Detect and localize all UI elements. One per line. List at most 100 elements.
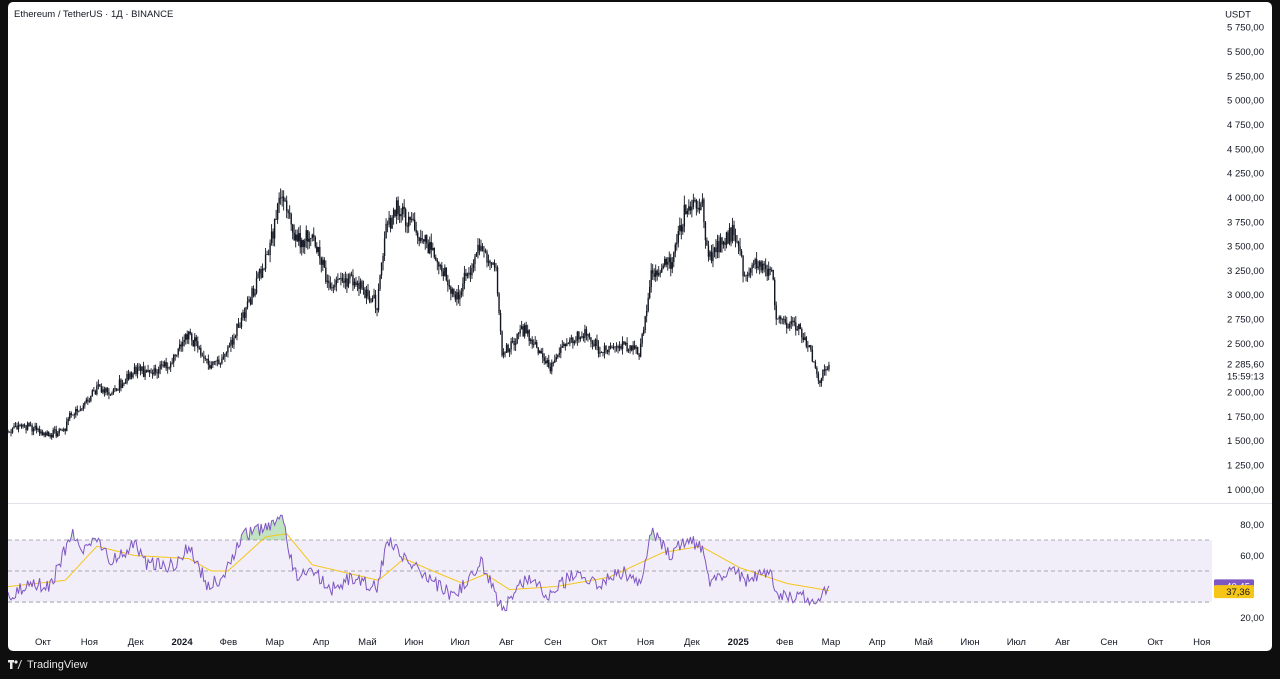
candle[interactable] [118,374,121,393]
candle[interactable] [635,344,637,354]
candle[interactable] [186,330,188,344]
candle[interactable] [448,279,451,290]
candle[interactable] [677,225,680,248]
candle[interactable] [162,361,164,368]
candle[interactable] [570,334,573,343]
candle[interactable] [374,289,377,314]
candle[interactable] [219,362,222,368]
candle[interactable] [258,268,261,281]
candle[interactable] [486,249,488,268]
candle[interactable] [142,361,145,378]
candle[interactable] [805,336,808,349]
candle[interactable] [469,265,472,283]
candle[interactable] [703,197,705,229]
candle[interactable] [66,417,68,432]
candle[interactable] [457,285,460,304]
candle[interactable] [352,269,354,291]
candle[interactable] [593,339,595,348]
candle[interactable] [664,256,666,268]
candle[interactable] [347,273,350,289]
candle[interactable] [516,333,518,345]
candle[interactable] [754,257,756,270]
candle[interactable] [557,354,559,359]
candle[interactable] [504,351,506,358]
candle[interactable] [326,274,329,288]
candle[interactable] [246,296,249,310]
candle[interactable] [597,340,600,358]
candle[interactable] [543,353,545,365]
candle[interactable] [767,261,770,281]
candle[interactable] [160,360,163,370]
candle[interactable] [567,342,570,345]
candle[interactable] [569,337,571,347]
candle[interactable] [578,331,580,344]
candle[interactable] [826,366,829,371]
candle[interactable] [379,274,381,291]
candle[interactable] [55,425,57,439]
candle[interactable] [758,260,761,275]
candle[interactable] [406,222,408,234]
candle[interactable] [594,338,597,350]
candle[interactable] [526,324,529,337]
candle[interactable] [764,258,767,277]
candle[interactable] [566,338,568,347]
candle[interactable] [267,249,270,256]
candle[interactable] [632,341,634,355]
candle[interactable] [260,266,262,280]
candle[interactable] [802,332,805,343]
candle[interactable] [311,233,313,242]
candle[interactable] [626,337,628,353]
candle[interactable] [552,361,554,367]
candle[interactable] [641,332,643,347]
candle[interactable] [25,425,27,434]
candle[interactable] [761,260,764,274]
candle[interactable] [478,238,481,256]
candle[interactable] [17,421,20,433]
candle[interactable] [808,345,811,348]
candle[interactable] [395,197,398,225]
candle[interactable] [16,422,18,430]
candle[interactable] [359,278,362,294]
candle[interactable] [76,405,78,416]
candle[interactable] [279,188,282,205]
candle[interactable] [472,259,475,273]
candle[interactable] [52,427,54,439]
candle[interactable] [165,357,167,371]
candle[interactable] [751,262,753,276]
candle[interactable] [790,315,792,329]
candle[interactable] [653,268,655,281]
candle[interactable] [166,362,169,374]
candle[interactable] [304,238,306,255]
candle[interactable] [525,321,527,334]
candle[interactable] [745,274,747,282]
currency-badge[interactable] [1219,6,1259,22]
candle[interactable] [819,380,821,387]
candle[interactable] [704,220,707,249]
candle[interactable] [70,411,72,418]
candle[interactable] [545,356,547,365]
candle[interactable] [730,227,732,247]
candle[interactable] [8,429,9,434]
candle[interactable] [105,387,107,396]
candle[interactable] [426,234,428,249]
candle[interactable] [694,197,696,203]
candle[interactable] [213,360,216,366]
candle[interactable] [287,209,289,219]
candle[interactable] [174,353,176,361]
candle[interactable] [188,330,190,345]
candle[interactable] [513,337,515,351]
candle[interactable] [410,212,413,223]
candle[interactable] [417,230,419,245]
candle[interactable] [112,387,115,395]
candle[interactable] [787,323,789,329]
candle[interactable] [102,386,104,395]
candle[interactable] [240,312,243,330]
candle[interactable] [409,216,411,226]
candle[interactable] [813,361,815,363]
candle[interactable] [302,239,304,254]
candle[interactable] [60,428,62,431]
candle[interactable] [436,258,438,271]
candle[interactable] [617,344,619,354]
candle[interactable] [558,347,561,358]
candle[interactable] [716,234,719,259]
